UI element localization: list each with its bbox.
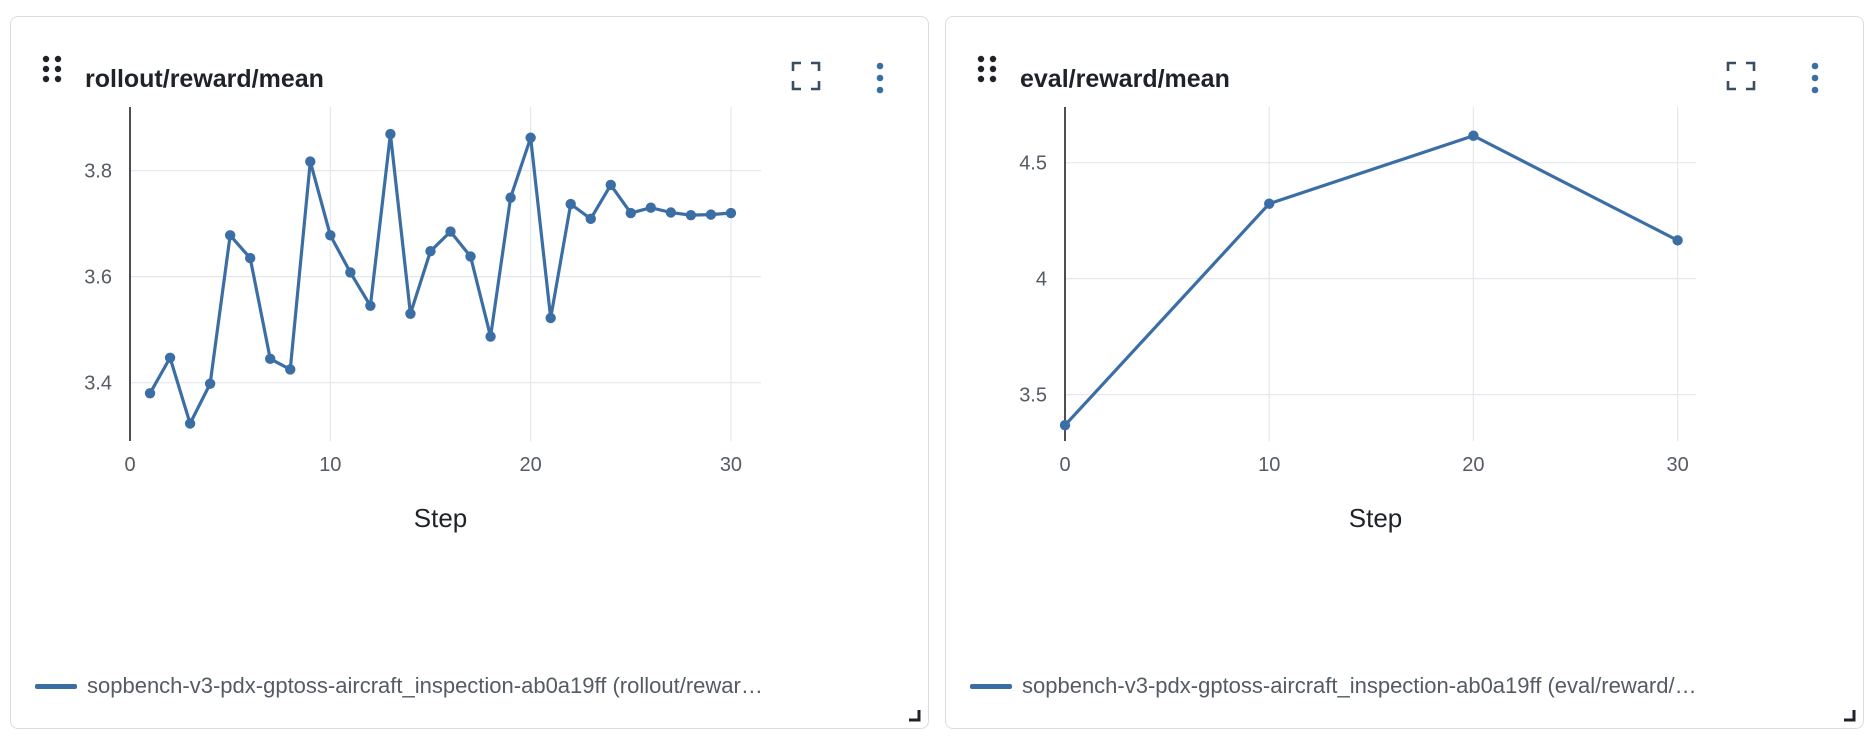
data-point[interactable] (425, 246, 436, 257)
data-point[interactable] (525, 132, 536, 143)
x-tick-label: 30 (720, 454, 742, 476)
data-point[interactable] (1468, 130, 1479, 141)
data-point[interactable] (505, 192, 516, 203)
legend-swatch (35, 683, 77, 689)
data-point[interactable] (565, 198, 576, 210)
data-point[interactable] (405, 308, 416, 319)
drag-handle-icon[interactable] (41, 53, 63, 85)
data-point[interactable] (545, 312, 556, 324)
y-tick-label: 3.6 (84, 267, 112, 289)
x-axis-title: Step (414, 503, 468, 533)
data-point[interactable] (725, 207, 737, 219)
data-point[interactable] (585, 213, 596, 225)
fullscreen-icon[interactable] (1726, 61, 1756, 91)
panel-title: rollout/reward/mean (85, 65, 324, 93)
x-axis-title: Step (1349, 503, 1403, 533)
more-vertical-icon[interactable] (872, 61, 888, 95)
legend-swatch (970, 683, 1012, 689)
legend[interactable]: sopbench-v3-pdx-gptoss-aircraft_inspecti… (35, 673, 915, 699)
x-tick-label: 0 (124, 454, 135, 476)
x-tick-label: 0 (1059, 454, 1070, 476)
data-point[interactable] (365, 300, 376, 312)
legend-label: sopbench-v3-pdx-gptoss-aircraft_inspecti… (87, 673, 763, 698)
x-tick-label: 10 (1258, 454, 1280, 476)
data-point[interactable] (385, 128, 396, 140)
series-line[interactable] (148, 132, 732, 426)
y-tick-label: 3.4 (84, 373, 112, 395)
data-point[interactable] (244, 252, 256, 264)
chart-panel-rollout: rollout/reward/mean 0 10 20 30 3.4 3.6 3.8 Step… (10, 16, 929, 729)
resize-corner-icon[interactable] (1842, 708, 1856, 722)
data-point[interactable] (445, 226, 456, 237)
data-point[interactable] (705, 209, 717, 220)
more-vertical-icon[interactable] (1807, 61, 1823, 95)
data-point[interactable] (1672, 235, 1683, 246)
legend[interactable]: sopbench-v3-pdx-gptoss-aircraft_inspecti… (970, 673, 1850, 699)
x-tick-label: 20 (520, 454, 542, 476)
line-chart-eval: 0 10 20 30 3.5 4 4.5 Step (1019, 107, 1696, 533)
legend-label: sopbench-v3-pdx-gptoss-aircraft_inspecti… (1022, 673, 1697, 698)
data-point[interactable] (1059, 420, 1071, 431)
data-point[interactable] (605, 179, 616, 191)
data-point[interactable] (665, 207, 677, 218)
chart-panel-eval: eval/reward/mean 0 10 20 30 3.5 4 4.5 Step sopb… (945, 16, 1864, 729)
data-point[interactable] (164, 352, 176, 363)
y-tick-label: 3.8 (84, 161, 112, 183)
panel-title: eval/reward/mean (1020, 65, 1230, 93)
data-point[interactable] (285, 364, 296, 375)
x-tick-label: 20 (1462, 454, 1484, 476)
line-chart-rollout: 0 10 20 30 3.4 3.6 3.8 Step (84, 107, 761, 533)
x-tick-label: 10 (319, 454, 341, 476)
drag-handle-icon[interactable] (976, 53, 998, 85)
data-point[interactable] (1264, 198, 1275, 209)
resize-corner-icon[interactable] (907, 708, 921, 722)
data-point[interactable] (265, 353, 276, 365)
fullscreen-icon[interactable] (791, 61, 821, 91)
data-point[interactable] (224, 230, 236, 241)
y-tick-label: 4.5 (1019, 153, 1047, 175)
y-tick-label: 4 (1036, 269, 1047, 291)
series-line[interactable] (1063, 134, 1679, 427)
data-point[interactable] (305, 156, 316, 167)
data-point[interactable] (485, 331, 496, 342)
x-tick-label: 30 (1666, 454, 1688, 476)
y-tick-label: 3.5 (1019, 385, 1047, 407)
data-point[interactable] (685, 209, 697, 221)
data-point[interactable] (144, 388, 156, 399)
data-point[interactable] (465, 251, 476, 262)
data-point[interactable] (325, 230, 336, 241)
data-point[interactable] (345, 267, 356, 278)
data-point[interactable] (645, 202, 657, 213)
data-point[interactable] (625, 207, 636, 219)
data-point[interactable] (184, 418, 196, 429)
data-point[interactable] (204, 378, 216, 389)
